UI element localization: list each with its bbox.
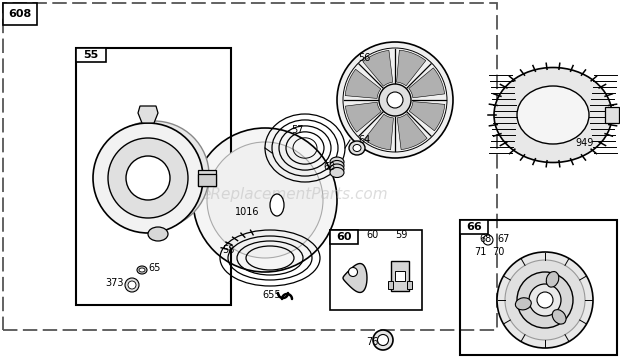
Polygon shape — [345, 102, 381, 132]
Circle shape — [125, 278, 139, 292]
Ellipse shape — [148, 227, 168, 241]
Circle shape — [483, 235, 493, 245]
Text: 60: 60 — [336, 232, 352, 242]
Circle shape — [529, 284, 561, 316]
Bar — [3, 3, 497, 330]
Text: 67: 67 — [497, 234, 510, 244]
Ellipse shape — [330, 157, 344, 167]
Circle shape — [378, 334, 389, 346]
Text: 76: 76 — [366, 337, 378, 347]
Text: 63: 63 — [323, 162, 335, 172]
Ellipse shape — [353, 144, 361, 152]
Ellipse shape — [99, 121, 209, 229]
Circle shape — [207, 142, 323, 258]
Circle shape — [337, 42, 453, 158]
Polygon shape — [409, 102, 445, 131]
Circle shape — [108, 138, 188, 218]
Bar — [198, 174, 216, 186]
Bar — [330, 230, 358, 244]
Circle shape — [348, 267, 358, 276]
Bar — [460, 220, 617, 355]
Text: 58: 58 — [222, 245, 234, 255]
Bar — [391, 261, 409, 291]
Polygon shape — [138, 106, 158, 123]
Ellipse shape — [330, 161, 344, 171]
Ellipse shape — [494, 68, 612, 162]
Bar — [76, 48, 106, 62]
Bar — [198, 170, 216, 186]
Polygon shape — [364, 114, 394, 150]
Ellipse shape — [330, 164, 344, 174]
Circle shape — [379, 84, 411, 116]
Circle shape — [93, 123, 203, 233]
Circle shape — [517, 272, 573, 328]
Circle shape — [505, 260, 585, 340]
Text: 60: 60 — [366, 230, 378, 240]
Circle shape — [373, 330, 393, 350]
Ellipse shape — [139, 268, 145, 272]
Polygon shape — [363, 50, 393, 86]
Bar — [388, 281, 393, 289]
Circle shape — [193, 128, 337, 272]
Ellipse shape — [552, 310, 566, 324]
Ellipse shape — [546, 271, 559, 287]
Text: 59: 59 — [395, 230, 407, 240]
Text: 949: 949 — [575, 138, 593, 148]
Bar — [3, 3, 37, 25]
Bar — [76, 48, 231, 305]
Text: 64: 64 — [358, 135, 370, 145]
Text: 70: 70 — [492, 247, 505, 257]
Text: 373: 373 — [105, 278, 123, 288]
Circle shape — [128, 281, 136, 289]
Bar — [460, 220, 488, 234]
Text: 66: 66 — [466, 222, 482, 232]
Ellipse shape — [515, 298, 531, 310]
Text: 608: 608 — [9, 9, 32, 19]
Text: 1016: 1016 — [235, 207, 260, 217]
Text: 57: 57 — [291, 125, 304, 135]
Circle shape — [497, 252, 593, 348]
Text: 56: 56 — [358, 53, 370, 63]
Text: 55: 55 — [83, 50, 99, 60]
Text: 71: 71 — [474, 247, 486, 257]
Bar — [330, 230, 422, 310]
Bar — [395, 271, 405, 281]
Text: 68: 68 — [479, 234, 491, 244]
Polygon shape — [345, 69, 381, 98]
Text: 655: 655 — [262, 290, 281, 300]
Circle shape — [537, 292, 553, 308]
Circle shape — [126, 156, 170, 200]
Ellipse shape — [517, 86, 589, 144]
Text: 65: 65 — [148, 263, 161, 273]
Bar — [407, 281, 412, 289]
Ellipse shape — [349, 141, 365, 155]
Polygon shape — [397, 50, 426, 86]
Polygon shape — [397, 114, 427, 150]
Bar — [605, 107, 619, 123]
Polygon shape — [409, 68, 445, 98]
Ellipse shape — [330, 167, 344, 177]
Ellipse shape — [270, 194, 284, 216]
Circle shape — [387, 92, 403, 108]
Text: eReplacementParts.com: eReplacementParts.com — [202, 188, 388, 202]
Ellipse shape — [137, 266, 147, 274]
Polygon shape — [343, 264, 367, 292]
